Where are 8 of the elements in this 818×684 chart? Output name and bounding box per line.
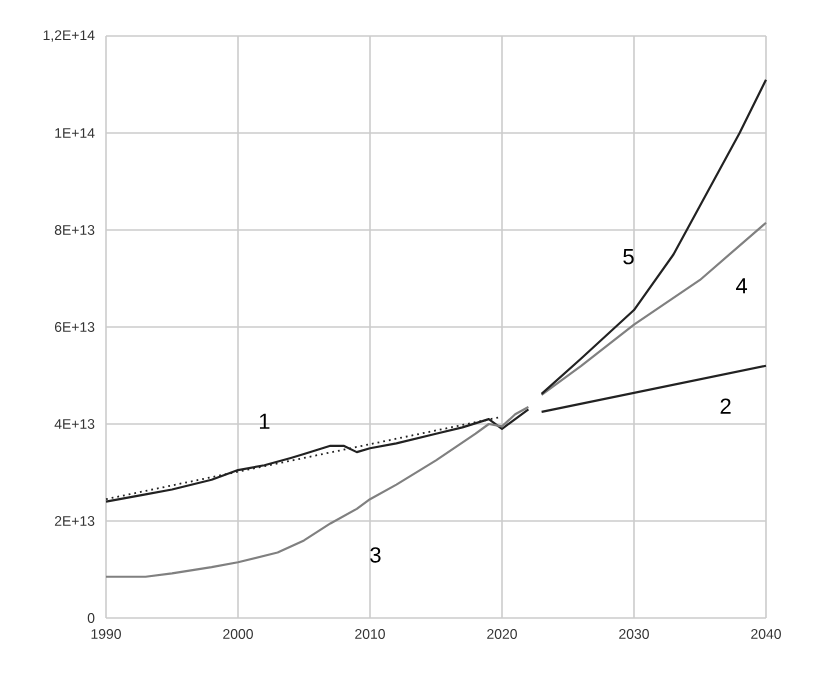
line-series bbox=[540, 221, 768, 396]
series-label: 1 bbox=[259, 413, 270, 429]
line-series bbox=[540, 78, 768, 396]
series-label: 4 bbox=[736, 278, 748, 294]
series-label: 3 bbox=[370, 547, 381, 563]
line-series bbox=[104, 405, 530, 578]
series-label: 2 bbox=[720, 398, 731, 414]
series-label: 5 bbox=[623, 249, 634, 265]
